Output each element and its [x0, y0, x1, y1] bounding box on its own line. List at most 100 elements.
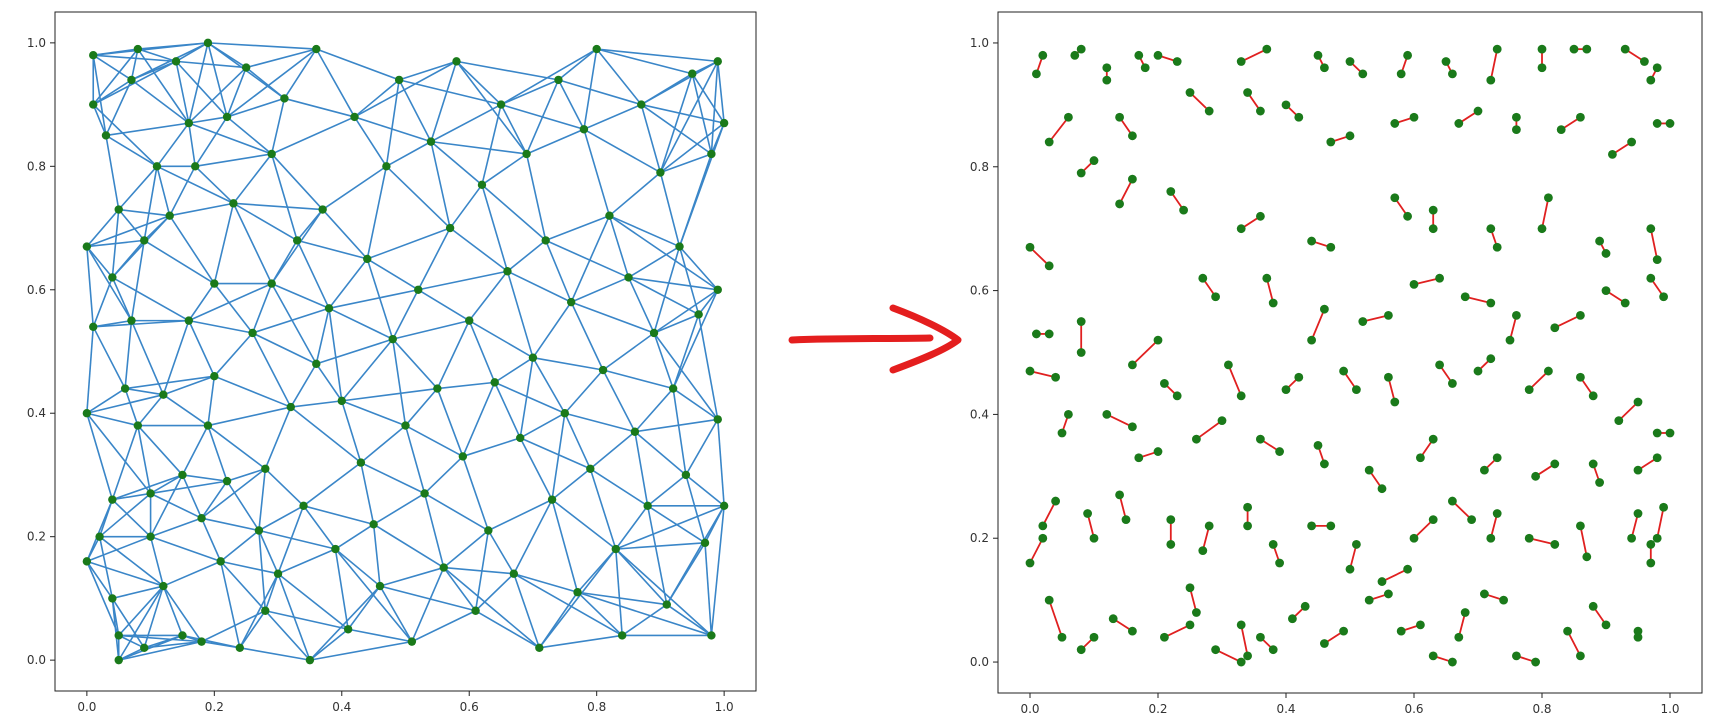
triangulation-edge — [92, 104, 158, 167]
data-point — [1396, 69, 1406, 79]
data-point — [1076, 348, 1086, 357]
triangulation-edge — [86, 535, 151, 563]
data-point — [388, 334, 397, 344]
data-point — [280, 94, 289, 103]
triangulation-edge — [341, 400, 362, 463]
triangulation-edge — [92, 55, 107, 136]
triangulation-edge — [207, 42, 228, 118]
data-point — [120, 384, 130, 393]
data-point — [509, 569, 519, 578]
data-point — [337, 396, 346, 406]
triangulation-edge — [112, 474, 183, 501]
data-point — [146, 532, 155, 541]
triangulation-edge — [124, 320, 133, 389]
delaunay-plot: 0.0 0.2 0.4 0.6 0.8 1.0 0.0 0.2 0.4 0.6 0.8 1.0 — [27, 11, 757, 714]
transform-arrow — [788, 304, 962, 374]
triangulation-edge — [634, 431, 649, 506]
data-point — [1172, 391, 1182, 401]
data-point — [445, 223, 455, 233]
data-point — [1582, 552, 1592, 562]
triangulation-edge — [315, 48, 356, 118]
triangulation-edge — [93, 319, 189, 328]
triangulation-edge — [130, 320, 165, 396]
data-point — [1550, 459, 1560, 469]
triangulation-edge — [532, 301, 572, 359]
triangulation-edge — [226, 48, 317, 118]
data-point — [1320, 459, 1329, 469]
data-point — [203, 421, 213, 430]
triangulation-edge — [181, 425, 209, 476]
data-point — [707, 149, 716, 159]
data-point — [1608, 149, 1617, 159]
data-point — [522, 149, 531, 159]
pair-edge — [1106, 413, 1133, 428]
pair-edge — [1215, 648, 1242, 663]
data-point — [324, 304, 334, 313]
triangulation-edge — [404, 388, 438, 427]
data-point — [420, 489, 429, 498]
triangulation-edge — [137, 425, 184, 476]
y-tick-label: 0.0 — [27, 653, 46, 667]
triangulation-edge — [443, 566, 540, 649]
triangulation-edge — [270, 98, 286, 155]
x-tick-label: 0.8 — [1532, 702, 1551, 716]
triangulation-edge — [500, 48, 598, 106]
data-point — [222, 476, 232, 486]
data-point — [312, 359, 321, 369]
data-point — [197, 637, 206, 646]
triangulation-edge — [418, 270, 508, 291]
triangulation-edge — [602, 369, 674, 390]
triangulation-edge — [685, 474, 706, 544]
x-tick-label: 0.2 — [205, 700, 224, 714]
triangulation-edge — [494, 381, 566, 414]
triangulation-edge — [271, 116, 355, 155]
data-point — [1128, 626, 1137, 636]
data-point — [1025, 558, 1035, 568]
data-point — [159, 390, 168, 399]
triangulation-edge — [551, 468, 591, 501]
triangulation-edge — [168, 165, 196, 217]
data-point — [1243, 521, 1252, 531]
data-point — [1076, 645, 1086, 655]
triangulation-edge — [149, 536, 165, 587]
data-point — [127, 75, 136, 85]
triangulation-edge — [392, 319, 470, 340]
triangulation-edge — [583, 129, 611, 216]
triangulation-edge — [162, 585, 203, 643]
triangulation-edge — [354, 60, 457, 118]
triangulation-edge — [615, 548, 668, 606]
data-point — [1364, 465, 1374, 475]
data-point — [579, 125, 589, 134]
triangulation-edge — [589, 431, 636, 470]
triangulation-edge — [519, 437, 591, 470]
data-point — [1224, 360, 1233, 370]
data-point — [1345, 57, 1355, 66]
triangulation-edge — [200, 480, 228, 519]
data-point — [547, 495, 557, 504]
triangulation-edge — [334, 548, 349, 630]
data-point — [1256, 632, 1265, 642]
triangulation-edge — [577, 591, 623, 637]
data-point — [82, 409, 92, 418]
data-point — [1512, 310, 1521, 320]
triangulation-edge — [131, 42, 209, 81]
data-point — [490, 378, 499, 387]
triangulation-edge — [92, 326, 126, 389]
data-point — [484, 526, 493, 535]
triangulation-edge — [372, 524, 381, 587]
data-point — [624, 273, 633, 282]
data-point — [1416, 620, 1425, 630]
data-point — [1236, 57, 1246, 66]
triangulation-edge — [653, 313, 699, 334]
triangulation-edge — [666, 505, 725, 605]
data-point — [1448, 379, 1457, 388]
triangulation-edge — [641, 103, 725, 124]
triangulation-edge — [545, 214, 610, 242]
data-point — [82, 242, 92, 251]
y-tick-label: 0.6 — [27, 283, 46, 297]
data-point — [248, 328, 257, 338]
triangulation-edge — [118, 165, 158, 211]
triangulation-edge — [500, 79, 559, 106]
triangulation-edge — [577, 591, 712, 637]
triangulation-edge — [481, 153, 528, 186]
